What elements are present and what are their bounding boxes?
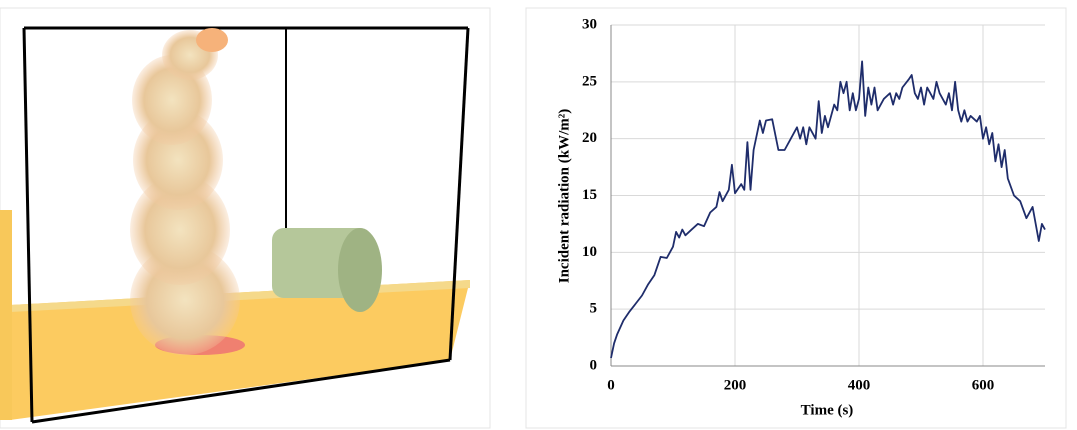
x-tick-label: 0 <box>607 377 615 393</box>
y-tick-label: 10 <box>582 244 597 260</box>
y-tick-label: 15 <box>582 187 597 203</box>
data-line <box>610 60 1046 359</box>
x-axis-label: Time (s) <box>801 402 854 418</box>
simulation-image <box>0 7 491 429</box>
y-axis-label: Incident radiation (kW/m²) <box>556 109 572 284</box>
y-tick-label: 30 <box>582 16 597 32</box>
chart-panel <box>525 7 1067 429</box>
y-tick-label: 20 <box>582 130 597 146</box>
x-tick-label: 600 <box>972 377 995 393</box>
chart: Time (s) Incident radiation (kW/m²) 0 5 10… <box>556 16 1046 418</box>
domain-box <box>22 26 470 424</box>
y-tick-label: 25 <box>582 73 597 89</box>
y-tick-label: 5 <box>590 301 598 317</box>
y-tick-label: 0 <box>590 357 598 373</box>
x-tick-label: 200 <box>724 377 747 393</box>
target-cylinder <box>272 228 382 312</box>
floor <box>10 280 470 420</box>
x-tick-label: 400 <box>848 377 871 393</box>
flame <box>130 28 240 355</box>
